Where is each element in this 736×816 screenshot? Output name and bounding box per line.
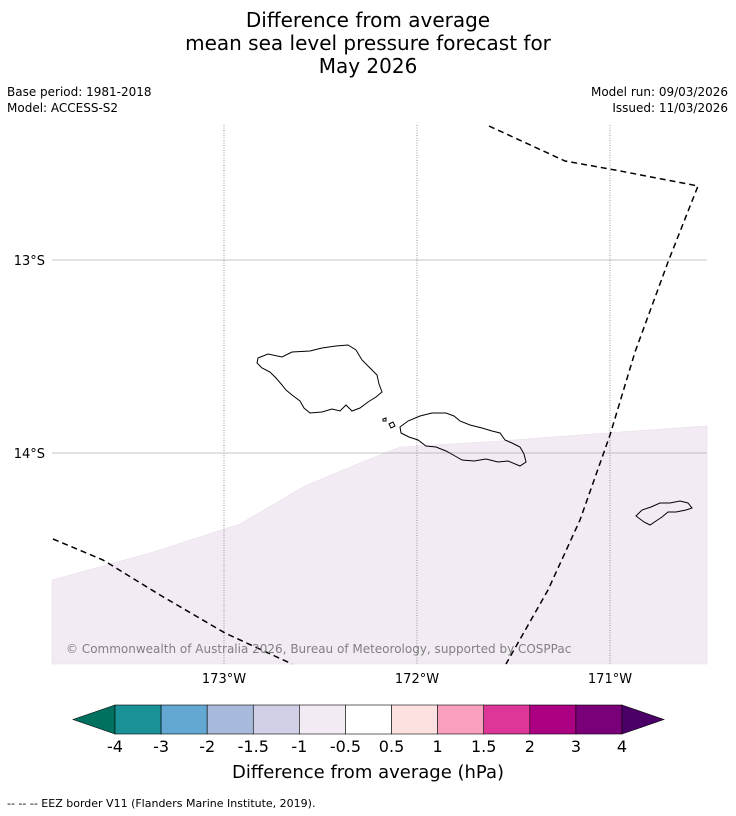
colorbar-bin (160, 704, 208, 735)
model-name: Model: ACCESS-S2 (7, 101, 119, 115)
lon-label-172w: 172°W (395, 672, 439, 687)
colorbar-bin (483, 704, 531, 735)
colorbar-bin (391, 704, 438, 735)
lat-label-14s: 14°S (14, 447, 45, 462)
island-upolu (399, 412, 527, 467)
colorbar-bin (575, 704, 623, 735)
colorbar-tick-label: -1 (291, 737, 308, 756)
island-tutuila (635, 500, 693, 526)
colorbar-bin (114, 704, 162, 735)
colorbar-bin (206, 704, 254, 735)
eez-legend-note: -- -- -- EEZ border V11 (Flanders Marine… (7, 797, 316, 810)
eez-border-north (488, 125, 700, 665)
title-line-2: mean sea level pressure forecast for (185, 31, 551, 55)
colorbar-tick-label: 2 (524, 737, 535, 756)
islet-manono (388, 421, 396, 429)
lon-label-173w: 173°W (202, 672, 246, 687)
colorbar-arrow-high (621, 704, 665, 735)
island-savaii (256, 344, 383, 414)
lat-label-13s: 13°S (14, 254, 45, 269)
colorbar-arrow-low (72, 704, 116, 735)
colorbar-bin (529, 704, 577, 735)
colorbar-bin (437, 704, 485, 735)
colorbar-tick-label: 4 (616, 737, 628, 756)
colorbar-tick-label: 1 (432, 737, 443, 756)
colorbar-tick-label: -2 (199, 737, 216, 756)
issued-date: Issued: 11/03/2026 (612, 101, 728, 115)
colorbar-tick-label: -0.5 (329, 737, 362, 756)
base-period: Base period: 1981-2018 (7, 85, 152, 99)
title-line-1: Difference from average (245, 8, 491, 32)
colorbar-title: Difference from average (hPa) (231, 762, 505, 783)
colorbar-tick-label: -1.5 (237, 737, 269, 756)
colorbar-tick-label: 0.5 (378, 737, 405, 756)
title-line-3: May 2026 (318, 54, 418, 78)
copyright-notice: © Commonwealth of Australia 2026, Bureau… (66, 642, 571, 656)
colorbar-tick-label: -4 (107, 737, 123, 756)
colorbar-tick-label: -3 (153, 737, 170, 756)
islet-apolima (382, 417, 387, 422)
colorbar-bin (345, 704, 392, 735)
anomaly-region (51, 425, 708, 665)
colorbar (72, 704, 665, 735)
lon-label-171w: 171°W (588, 672, 632, 687)
eez-border-southwest (52, 538, 293, 665)
colorbar-tick-label: 3 (570, 737, 581, 756)
model-run: Model run: 09/03/2026 (590, 85, 728, 99)
colorbar-bin (299, 704, 346, 735)
colorbar-bin (252, 704, 300, 735)
colorbar-tick-label: 1.5 (470, 737, 497, 756)
